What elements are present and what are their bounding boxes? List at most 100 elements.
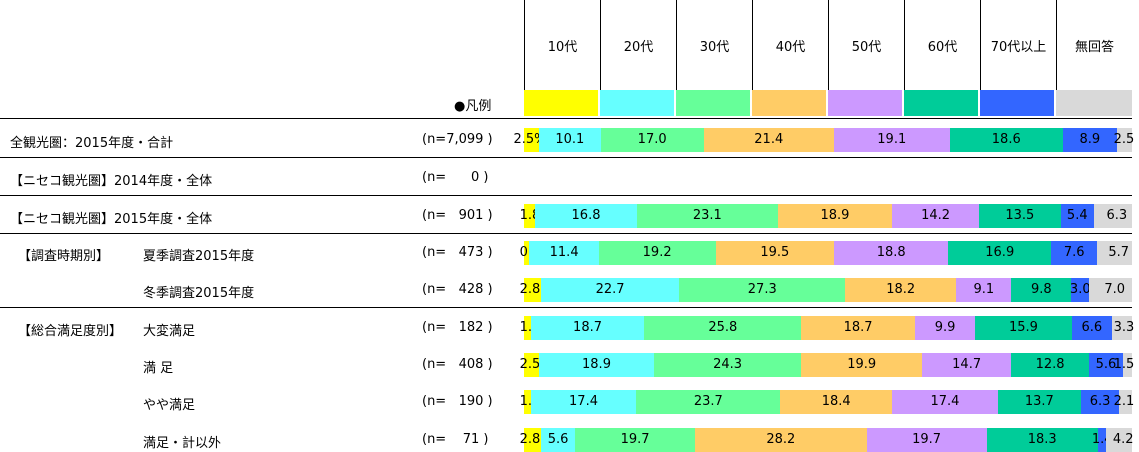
data-label: 19.2 bbox=[642, 245, 672, 260]
data-label: 8.9 bbox=[1079, 132, 1101, 147]
bar-segment bbox=[524, 241, 530, 265]
legend-label: 20代 bbox=[600, 0, 676, 90]
bar-segment bbox=[1011, 353, 1089, 377]
row-label: 【ニセコ観光圏】2015年度・全体 bbox=[10, 212, 213, 227]
legend-label: 50代 bbox=[828, 0, 904, 90]
row-n: (n= 190 ) bbox=[422, 394, 493, 409]
data-label: 23.7 bbox=[693, 394, 723, 409]
data-label: 18.6 bbox=[991, 132, 1021, 147]
bar-segment bbox=[997, 390, 1081, 414]
bar-segment bbox=[914, 316, 976, 340]
bar-segment bbox=[1119, 390, 1132, 414]
row-separator bbox=[0, 118, 1132, 119]
row-label: 【調査時期別】 bbox=[18, 249, 110, 264]
bar-segment bbox=[1051, 241, 1098, 265]
row-n: (n= 901 ) bbox=[422, 208, 493, 223]
data-label: 6.3 bbox=[1089, 394, 1111, 409]
bar-segment bbox=[1093, 204, 1132, 228]
bar-segment bbox=[834, 241, 949, 265]
legend-label: 60代 bbox=[904, 0, 980, 90]
data-label: 10.1 bbox=[555, 132, 585, 147]
bar-segment bbox=[1116, 128, 1132, 152]
row-sublabel: 満足・計以外 bbox=[143, 436, 222, 451]
data-label: 5.4 bbox=[1066, 208, 1088, 223]
data-label: 9.8 bbox=[1030, 282, 1052, 297]
data-label: 28.2 bbox=[766, 432, 796, 447]
bar-segment bbox=[598, 241, 716, 265]
data-label: 18.8 bbox=[876, 245, 906, 260]
data-label: 6.6 bbox=[1081, 320, 1103, 335]
bar-segment bbox=[780, 390, 893, 414]
bar-segment bbox=[637, 204, 778, 228]
data-label: 16.8 bbox=[571, 208, 601, 223]
legend-swatch bbox=[904, 90, 978, 116]
data-label: 7.6 bbox=[1063, 245, 1085, 260]
row-sublabel: 夏季調査2015年度 bbox=[143, 249, 255, 264]
row-n: (n= 0 ) bbox=[422, 170, 489, 185]
data-label: 12.8 bbox=[1035, 357, 1065, 372]
legend-label: 10代 bbox=[524, 0, 600, 90]
data-label: 2.8 bbox=[519, 282, 541, 297]
bar-segment bbox=[534, 204, 638, 228]
data-label: 5.6 bbox=[1095, 357, 1117, 372]
bar-segment bbox=[1071, 278, 1090, 302]
bar-segment bbox=[801, 353, 923, 377]
data-label: 14.7 bbox=[952, 357, 982, 372]
data-label: 18.9 bbox=[820, 208, 850, 223]
row-n: (n= 473 ) bbox=[422, 245, 493, 260]
bar-segment bbox=[975, 316, 1072, 340]
legend-swatch bbox=[524, 90, 598, 116]
data-label: 2.5% bbox=[513, 132, 547, 147]
bar-segment bbox=[644, 316, 802, 340]
data-label: 14.2 bbox=[921, 208, 951, 223]
bar-segment bbox=[524, 316, 531, 340]
data-label: 13.5 bbox=[1005, 208, 1035, 223]
bar-segment bbox=[530, 390, 637, 414]
bar-segment bbox=[1089, 278, 1132, 302]
bar-segment bbox=[653, 353, 802, 377]
row-label: 全観光圏：2015年度・合計 bbox=[10, 136, 174, 151]
bar-segment bbox=[541, 278, 680, 302]
row-n: (n= 182 ) bbox=[422, 320, 493, 335]
bar-segment bbox=[524, 390, 531, 414]
bar-segment bbox=[524, 353, 540, 377]
bar-segment bbox=[978, 204, 1061, 228]
data-label: 3.0 bbox=[1069, 282, 1091, 297]
bar-segment bbox=[539, 128, 601, 152]
bar-segment bbox=[948, 241, 1052, 265]
data-label: 18.9 bbox=[582, 357, 611, 372]
data-label: 2.1 bbox=[1113, 394, 1135, 409]
legend-label: 40代 bbox=[752, 0, 828, 90]
legend-swatch bbox=[752, 90, 826, 116]
data-label: 11.4 bbox=[549, 245, 579, 260]
bar-segment bbox=[679, 278, 846, 302]
row-separator bbox=[0, 307, 1132, 308]
bar-segment bbox=[703, 128, 834, 152]
bar-segment bbox=[892, 390, 998, 414]
legend-swatch bbox=[1056, 90, 1132, 116]
data-label: 9.1 bbox=[973, 282, 995, 297]
data-label: 22.7 bbox=[595, 282, 625, 297]
bar-segment bbox=[715, 241, 835, 265]
row-n: (n= 408 ) bbox=[422, 357, 493, 372]
data-label: 16.9 bbox=[985, 245, 1015, 260]
bar-segment bbox=[1011, 278, 1072, 302]
bar-segment bbox=[600, 128, 704, 152]
row-separator bbox=[0, 233, 1132, 234]
data-label: 15.9 bbox=[1008, 320, 1038, 335]
bar-segment bbox=[1071, 316, 1112, 340]
legend-swatches bbox=[524, 90, 1132, 116]
data-label: 17.0 bbox=[637, 132, 667, 147]
bar-segment bbox=[636, 390, 781, 414]
data-label: 27.3 bbox=[747, 282, 777, 297]
data-label: 19.1 bbox=[877, 132, 907, 147]
data-label: 18.7 bbox=[843, 320, 873, 335]
legend-title: ●凡例 bbox=[454, 99, 492, 114]
data-label: 24.3 bbox=[713, 357, 743, 372]
legend-header: 10代 20代 30代 40代 50代 60代 70代以上 無回答 bbox=[524, 0, 1132, 90]
data-label: 4.2 bbox=[1112, 432, 1134, 447]
data-label: 2.8 bbox=[519, 432, 541, 447]
data-label: 18.7 bbox=[573, 320, 602, 335]
bar-segment bbox=[1060, 204, 1094, 228]
legend-swatch bbox=[676, 90, 750, 116]
